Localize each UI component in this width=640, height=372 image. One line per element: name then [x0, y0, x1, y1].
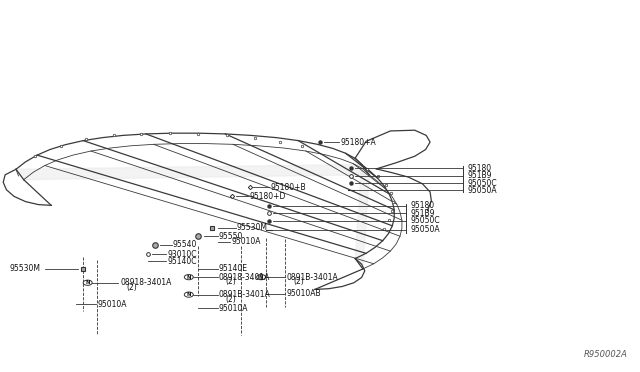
Text: N: N	[186, 275, 191, 280]
Text: N: N	[186, 292, 191, 297]
Text: 95180: 95180	[410, 201, 435, 210]
Text: 95140E: 95140E	[219, 264, 248, 273]
Text: 08918-3401A: 08918-3401A	[120, 278, 172, 287]
Text: N: N	[259, 275, 264, 280]
Polygon shape	[16, 164, 369, 180]
Text: (2): (2)	[225, 278, 236, 286]
Text: 95010A: 95010A	[97, 300, 127, 309]
Text: 95010A: 95010A	[219, 304, 248, 312]
Text: (2): (2)	[225, 295, 236, 304]
Text: 95050A: 95050A	[410, 225, 440, 234]
Text: 95180+A: 95180+A	[340, 138, 376, 147]
Text: 95180: 95180	[467, 164, 492, 173]
Text: 95010A: 95010A	[232, 237, 261, 246]
Circle shape	[83, 280, 92, 285]
Text: 95050C: 95050C	[410, 216, 440, 225]
Text: 08918-3401A: 08918-3401A	[219, 273, 270, 282]
Text: 0891B-3401A: 0891B-3401A	[287, 273, 339, 282]
Text: 95550: 95550	[219, 232, 243, 241]
Polygon shape	[355, 164, 369, 269]
Text: 95050C: 95050C	[467, 179, 497, 187]
Text: 951B9: 951B9	[410, 209, 435, 218]
Text: 0891B-3401A: 0891B-3401A	[219, 290, 271, 299]
Text: 95180+B: 95180+B	[270, 183, 306, 192]
Text: 95140C: 95140C	[168, 257, 197, 266]
Text: 95530M: 95530M	[10, 264, 40, 273]
Text: 95050A: 95050A	[467, 186, 497, 195]
Text: 93010C: 93010C	[168, 250, 197, 259]
Text: 95530M: 95530M	[237, 223, 268, 232]
Text: 951B9: 951B9	[467, 171, 492, 180]
Text: 95180+D: 95180+D	[250, 192, 286, 201]
Circle shape	[257, 275, 266, 280]
Text: R950002A: R950002A	[583, 350, 627, 359]
Text: (2): (2)	[127, 283, 138, 292]
Text: 95540: 95540	[173, 240, 197, 249]
Circle shape	[184, 292, 193, 297]
Circle shape	[184, 275, 193, 280]
Text: (2): (2)	[293, 278, 304, 286]
Text: N: N	[85, 280, 90, 285]
Text: 95010AB: 95010AB	[287, 289, 321, 298]
